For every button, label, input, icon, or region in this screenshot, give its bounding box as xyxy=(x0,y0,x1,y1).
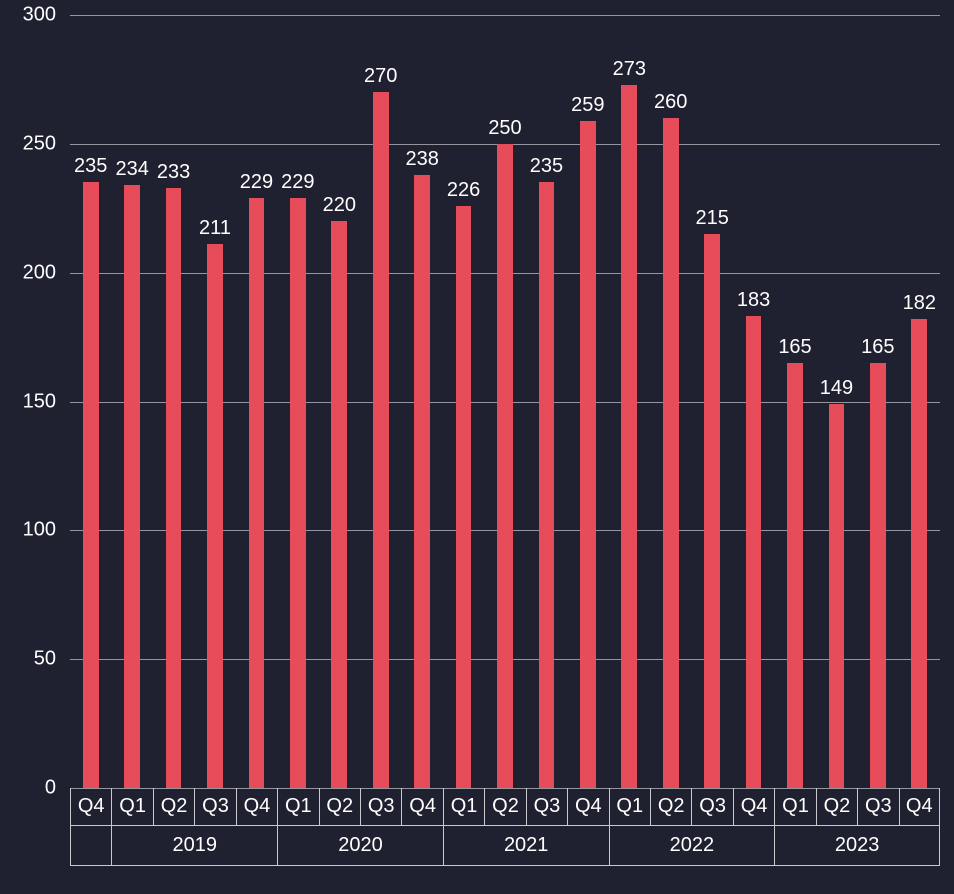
bar-value-label: 273 xyxy=(613,58,646,81)
bar-value-label: 259 xyxy=(571,94,604,117)
bar-value-label: 234 xyxy=(115,158,148,181)
x-quarter-label: Q3 xyxy=(194,788,235,826)
x-year-label: 2023 xyxy=(774,826,940,866)
plot-area: 235 234 233 211 229 229 220 270 238 226 250 235 259 2… xyxy=(70,15,940,788)
bar xyxy=(83,182,99,788)
x-year-label: 2021 xyxy=(443,826,609,866)
bar xyxy=(373,92,389,788)
x-quarter-label: Q2 xyxy=(153,788,194,826)
bar xyxy=(414,175,430,788)
bar xyxy=(746,316,762,788)
x-quarter-label: Q4 xyxy=(899,788,940,826)
bar-value-label: 220 xyxy=(323,194,356,217)
x-quarter-label: Q2 xyxy=(816,788,857,826)
bar-value-label: 165 xyxy=(861,336,894,359)
bar xyxy=(456,206,472,788)
x-quarter-label: Q3 xyxy=(857,788,898,826)
bar xyxy=(787,363,803,788)
y-tick-label: 300 xyxy=(0,4,56,27)
bar-value-label: 250 xyxy=(488,117,521,140)
bar-value-label: 215 xyxy=(695,207,728,230)
bar xyxy=(497,144,513,788)
x-year-label: 2020 xyxy=(277,826,443,866)
x-quarter-label: Q4 xyxy=(236,788,277,826)
bar xyxy=(911,319,927,788)
bar-value-label: 235 xyxy=(74,155,107,178)
y-tick-label: 150 xyxy=(0,390,56,413)
bar xyxy=(704,234,720,788)
bar-value-label: 149 xyxy=(820,377,853,400)
bar-value-label: 182 xyxy=(903,292,936,315)
bar-value-label: 235 xyxy=(530,155,563,178)
x-quarter-label: Q4 xyxy=(70,788,111,826)
x-year-label: 2022 xyxy=(609,826,775,866)
bar xyxy=(829,404,845,788)
x-quarter-label: Q1 xyxy=(111,788,152,826)
x-quarter-label: Q1 xyxy=(277,788,318,826)
x-quarter-label: Q3 xyxy=(691,788,732,826)
y-tick-label: 250 xyxy=(0,132,56,155)
bar xyxy=(539,182,555,788)
bar-value-label: 238 xyxy=(405,148,438,171)
bar-value-label: 260 xyxy=(654,91,687,114)
x-year-label: 2019 xyxy=(111,826,277,866)
x-axis-years: 20192020202120222023 xyxy=(70,826,940,866)
x-axis-quarters: Q4Q1Q2Q3Q4Q1Q2Q3Q4Q1Q2Q3Q4Q1Q2Q3Q4Q1Q2Q3… xyxy=(70,788,940,826)
bar xyxy=(290,198,306,788)
x-quarter-label: Q3 xyxy=(526,788,567,826)
bar-value-label: 229 xyxy=(281,171,314,194)
bar xyxy=(663,118,679,788)
bar xyxy=(331,221,347,788)
bar-value-label: 211 xyxy=(199,217,231,240)
bar-value-label: 226 xyxy=(447,179,480,202)
bar-value-label: 270 xyxy=(364,65,397,88)
y-tick-label: 0 xyxy=(0,777,56,800)
bar xyxy=(249,198,265,788)
bar xyxy=(166,188,182,788)
x-quarter-label: Q3 xyxy=(360,788,401,826)
bar-value-label: 229 xyxy=(240,171,273,194)
gridline xyxy=(70,15,940,16)
y-tick-label: 200 xyxy=(0,261,56,284)
bar xyxy=(580,121,596,788)
x-quarter-label: Q4 xyxy=(733,788,774,826)
y-tick-label: 50 xyxy=(0,648,56,671)
bar xyxy=(621,85,637,788)
x-quarter-label: Q1 xyxy=(774,788,815,826)
bar xyxy=(124,185,140,788)
x-quarter-label: Q1 xyxy=(443,788,484,826)
x-year-label xyxy=(70,826,111,866)
bar xyxy=(870,363,886,788)
x-quarter-label: Q4 xyxy=(567,788,608,826)
bar-value-label: 233 xyxy=(157,161,190,184)
y-tick-label: 100 xyxy=(0,519,56,542)
x-quarter-label: Q2 xyxy=(650,788,691,826)
x-quarter-label: Q4 xyxy=(401,788,442,826)
x-quarter-label: Q2 xyxy=(484,788,525,826)
x-quarter-label: Q1 xyxy=(609,788,650,826)
bar xyxy=(207,244,223,788)
bar-value-label: 183 xyxy=(737,289,770,312)
x-quarter-label: Q2 xyxy=(319,788,360,826)
bar-value-label: 165 xyxy=(778,336,811,359)
bar-chart: 235 234 233 211 229 229 220 270 238 226 250 235 259 2… xyxy=(0,0,954,894)
